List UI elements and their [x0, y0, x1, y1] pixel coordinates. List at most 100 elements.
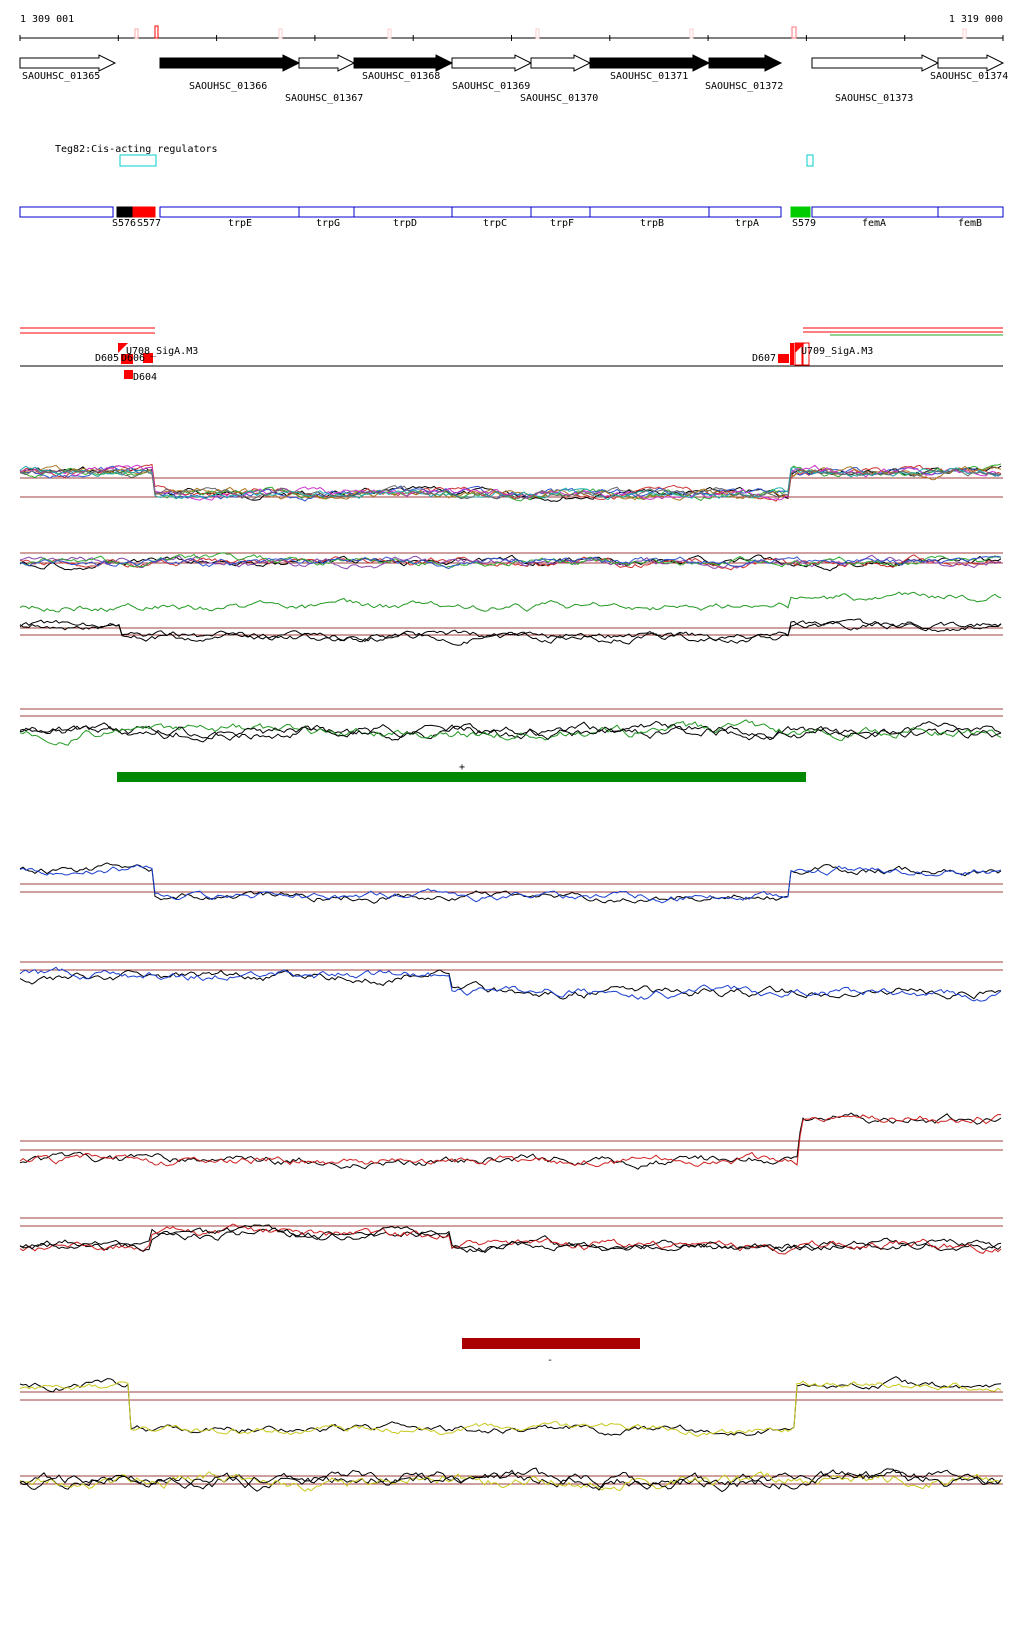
gene-label: SAOUHSC_01373: [835, 93, 913, 104]
strand-mark-plus: +: [459, 762, 465, 773]
gene-label: SAOUHSC_01369: [452, 81, 530, 92]
regulator-box[interactable]: [806, 154, 814, 167]
segment-label: S577: [137, 218, 161, 229]
feature-block[interactable]: [143, 353, 153, 363]
expression-trace: [19, 591, 1002, 613]
expression-trace: [19, 719, 1002, 746]
tss-marker: [791, 26, 797, 39]
expression-trace: [19, 969, 1002, 1000]
segment-box[interactable]: [708, 206, 782, 218]
expression-trace: [19, 465, 1002, 502]
tss-marker: [387, 28, 392, 39]
expression-trace: [19, 468, 1002, 501]
expression-trace: [19, 1223, 1002, 1255]
segment-label: femA: [862, 218, 886, 229]
gene-arrow[interactable]: [159, 54, 301, 72]
tss-marker: [154, 25, 159, 39]
segment-label: femB: [958, 218, 982, 229]
gene-arrow[interactable]: [589, 54, 711, 72]
regulator-label: Teg82:Cis-acting regulators: [55, 144, 218, 155]
gene-label: SAOUHSC_01374: [930, 71, 1008, 82]
gene-label: SAOUHSC_01371: [610, 71, 688, 82]
segment-label: S579: [792, 218, 816, 229]
segment-box[interactable]: [589, 206, 710, 218]
feature-label: D607: [752, 353, 776, 364]
feature-block[interactable]: [802, 342, 810, 366]
gene-arrow[interactable]: [708, 54, 783, 72]
segment-label: trpF: [550, 218, 574, 229]
expression-trace: [19, 966, 1002, 1002]
gene-label: SAOUHSC_01370: [520, 93, 598, 104]
gene-track: SAOUHSC_01365 SAOUHSC_01366 SAOUHSC_01367 S…: [19, 54, 1008, 104]
expression-trace: [19, 463, 1002, 502]
feature-arrow[interactable]: [795, 343, 805, 353]
feature-block[interactable]: [124, 370, 133, 379]
operon-bar-minus[interactable]: [462, 1338, 640, 1349]
tss-marker: [535, 28, 540, 39]
segment-box[interactable]: [298, 206, 355, 218]
expression-trace: [19, 1113, 1002, 1168]
segment-box[interactable]: [530, 206, 591, 218]
expression-trace: [19, 618, 1002, 644]
feature-label: D606: [121, 353, 145, 364]
feature-label: U708_SigA.M3: [126, 346, 198, 357]
gene-arrow[interactable]: [353, 54, 454, 72]
feature-block[interactable]: [790, 343, 794, 365]
feature-block[interactable]: [121, 354, 133, 364]
expression-trace: [19, 721, 1002, 743]
strand-mark-minus: -: [547, 1355, 553, 1366]
gene-arrow[interactable]: [530, 54, 592, 72]
segment-box[interactable]: [19, 206, 114, 218]
expression-trace: [19, 1380, 1002, 1437]
feature-label: D604: [133, 372, 157, 383]
segment-box[interactable]: [353, 206, 453, 218]
tss-marker: [278, 28, 283, 39]
gene-arrow[interactable]: [19, 54, 117, 72]
expression-trace: [19, 555, 1002, 570]
regulator-track: Teg82:Cis-acting regulators: [55, 144, 814, 167]
operon-bar-plus[interactable]: [117, 772, 806, 782]
ruler-ticks: [19, 28, 1004, 41]
segment-box[interactable]: [159, 206, 300, 218]
gene-label: SAOUHSC_01372: [705, 81, 783, 92]
expression-trace: [19, 1471, 1002, 1492]
start-coordinate: 1 309 001: [20, 14, 74, 25]
coordinate-ruler: 1 309 001 1 319 000: [19, 14, 1004, 41]
segment-label: trpA: [735, 218, 759, 229]
segment-track: S576 S577 trpE trpG trpD trpC trpF trpB trpA S579…: [19, 206, 1004, 229]
expression-profiles: [19, 463, 1003, 1493]
tss-marker: [689, 28, 694, 39]
expression-trace: [19, 464, 1002, 501]
gene-arrow[interactable]: [937, 54, 1005, 72]
promoter-track: U708_SigA.M3 D605 D606 D604 D607 U709_Si…: [20, 327, 1003, 383]
segment-box[interactable]: [451, 206, 532, 218]
feature-arrow[interactable]: [118, 343, 128, 353]
expression-trace: [19, 720, 1002, 741]
gene-arrow[interactable]: [451, 54, 533, 72]
expression-trace: [19, 1224, 1002, 1253]
expression-trace: [19, 620, 1002, 646]
expression-trace: [19, 1467, 1002, 1491]
regulator-box[interactable]: [119, 154, 157, 167]
expression-trace: [19, 864, 1002, 904]
segment-box[interactable]: [116, 206, 134, 218]
segment-box[interactable]: [811, 206, 939, 218]
gene-label: SAOUHSC_01365: [22, 71, 100, 82]
expression-trace: [19, 1376, 1002, 1436]
segment-box[interactable]: [937, 206, 1004, 218]
gene-arrow[interactable]: [811, 54, 940, 72]
segment-box[interactable]: [132, 206, 156, 218]
expression-trace: [19, 862, 1002, 904]
gene-label: SAOUHSC_01368: [362, 71, 440, 82]
segment-box[interactable]: [790, 206, 811, 218]
gene-label: SAOUHSC_01367: [285, 93, 363, 104]
feature-block[interactable]: [778, 354, 789, 363]
segment-label: S576: [112, 218, 136, 229]
expression-trace: [19, 465, 1002, 501]
gene-arrow[interactable]: [298, 54, 356, 72]
end-coordinate: 1 319 000: [949, 14, 1003, 25]
expression-trace: [19, 552, 1001, 568]
segment-label: trpC: [483, 218, 507, 229]
segment-label: trpE: [228, 218, 252, 229]
